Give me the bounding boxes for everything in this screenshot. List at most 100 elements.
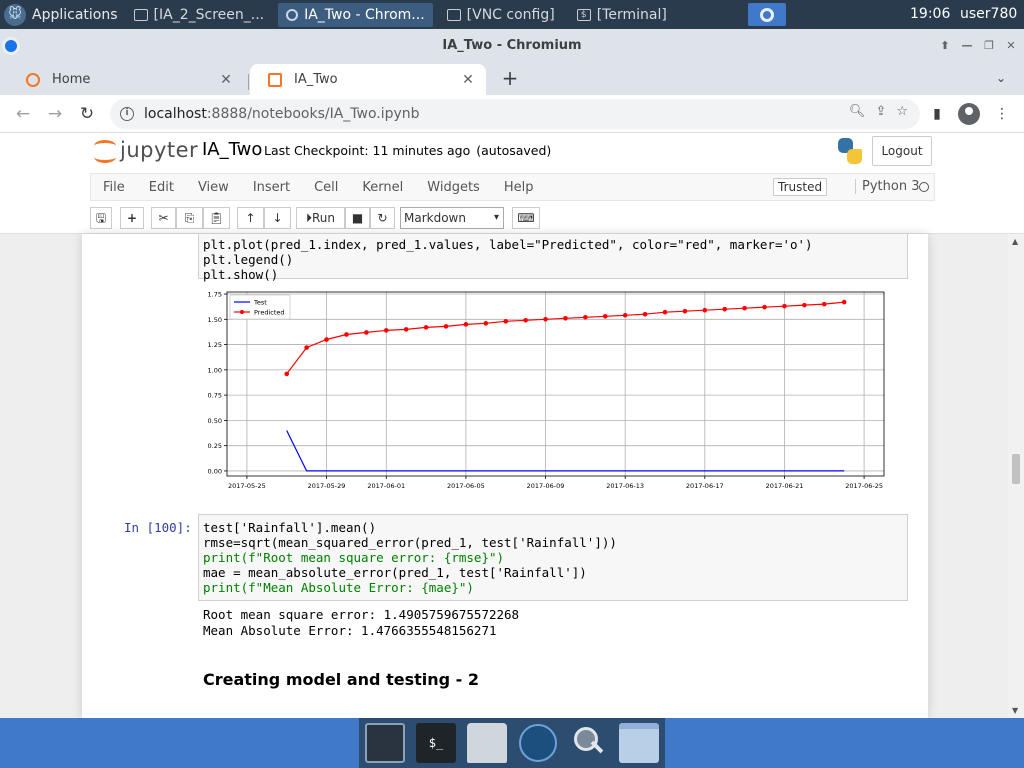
data-point-predicted [443,324,449,329]
kernel-idle-icon [919,182,929,192]
tab-home[interactable]: Home ✕ [8,64,244,95]
cell-type-select[interactable]: Markdown ▾ [400,207,504,229]
menu-view[interactable]: View [197,179,229,195]
move-up-arrow-icon[interactable]: ↑ [237,207,264,229]
restart-icon[interactable]: ↻ [370,207,395,229]
copy-icon[interactable]: ⎘ [176,207,203,229]
back-arrow-icon[interactable]: ← [15,104,31,124]
user-name[interactable]: user780 [960,6,1018,22]
restore-button[interactable]: ❐ [984,39,994,52]
scrollbar-thumb[interactable] [1012,454,1020,484]
markdown-heading: Creating model and testing - 2 [203,670,479,689]
tab-ia-two[interactable]: IA_Two ✕ [250,64,486,95]
interrupt-stop-icon[interactable]: ■ [345,207,370,229]
insert-cell-plus-icon[interactable]: + [120,207,144,229]
keyboard-shortcuts-icon[interactable]: ⌨ [512,207,540,229]
scroll-down-arrow-icon[interactable]: ▼ [1012,706,1019,715]
minimize-button[interactable]: — [961,39,973,52]
x-tick-label: 2017-05-25 [228,482,266,490]
checkpoint-status: Last Checkpoint: 11 minutes ago (autosave… [264,143,551,158]
forward-arrow-icon[interactable]: → [47,104,63,124]
app-finder-magnifier-icon[interactable] [568,723,608,763]
side-panel-icon[interactable]: ▮ [933,106,941,122]
menu-widgets[interactable]: Widgets [427,179,480,195]
address-bar[interactable]: i localhost:8888/notebooks/IA_Two.ipynb … [110,99,920,129]
share-icon[interactable]: ⇪ [875,104,887,119]
code-cell-input[interactable]: plt.plot(pred_1.index, pred_1.values, la… [198,234,908,282]
data-point-predicted [642,311,648,317]
x-tick-label: 2017-06-09 [527,482,565,490]
menu-insert[interactable]: Insert [252,179,291,195]
clock[interactable]: 19:06 [910,6,951,22]
data-point-predicted [841,299,847,305]
web-browser-globe-icon[interactable] [518,724,557,762]
scroll-up-arrow-icon[interactable]: ▲ [1012,237,1019,246]
tab-search-chevron-icon[interactable]: ⌄ [995,71,1006,85]
chromium-launcher-button[interactable] [748,3,786,26]
tab-close-icon[interactable]: ✕ [220,71,232,88]
menu-help[interactable]: Help [503,179,534,195]
cell-prompt: In [100]: [124,520,192,535]
save-icon[interactable]: 🖫 [90,207,112,229]
data-point-predicted [364,330,369,335]
taskbar-item-label: [Terminal] [596,6,667,23]
maximize-up-icon[interactable]: ⬆ [940,39,950,52]
zoom-icon[interactable]: 🔍︎ [848,104,866,119]
data-point-predicted [503,319,509,324]
notebook-toolbar: 🖫 + ✂ ⎘ 📋︎ ↑ ↓ ⏵Run ■ ↻ Markdown ▾ ⌨ [0,201,1024,234]
cut-scissors-icon[interactable]: ✂ [151,207,176,229]
code-line: print(f"Root mean square error: {rmse}") [203,550,504,565]
terminal-launcher-icon[interactable]: $_ [415,723,456,763]
series-line-test [286,430,845,472]
data-point-predicted [802,302,807,308]
jupyter-wordmark: jupyter [120,138,199,162]
menu-kernel[interactable]: Kernel [362,179,404,195]
jupyter-favicon-icon [26,72,40,87]
run-button[interactable]: ⏵Run [296,207,345,229]
checkpoint-text: Last Checkpoint: 11 minutes ago [264,143,471,158]
taskbar-item-chromium[interactable]: IA_Two - Chrom... [278,2,433,27]
x-tick-label: 2017-06-21 [766,482,804,490]
taskbar-item-file-manager[interactable]: [IA_2_Screen_... [126,3,273,27]
home-folder-icon[interactable] [467,723,508,763]
taskbar-item-vnc-config[interactable]: [VNC config] [439,3,563,27]
data-point-predicted [483,321,489,326]
move-down-arrow-icon[interactable]: ↓ [264,207,291,229]
data-point-predicted [662,309,668,315]
taskbar-item-terminal[interactable]: $ [Terminal] [569,3,675,27]
profile-avatar[interactable] [958,103,980,125]
legend-label-test: Test [253,299,267,307]
notebook-favicon-icon [268,72,282,87]
paste-icon[interactable]: 📋︎ [203,207,230,229]
bookmark-star-icon[interactable]: ☆ [896,104,908,119]
code-line: print(f"Mean Absolute Error: {mae}") [203,580,474,595]
site-info-icon[interactable]: i [120,107,134,121]
notebook-name[interactable]: IA_Two [202,139,263,160]
y-tick-label: 0.25 [208,442,222,450]
data-point-predicted [304,345,309,350]
menu-cell[interactable]: Cell [314,179,339,195]
close-window-button[interactable]: ✕ [1006,39,1016,52]
show-desktop-icon[interactable] [364,723,405,763]
code-cell-input[interactable]: test['Rainfall'].mean() rmse=sqrt(mean_s… [198,514,908,601]
kernel-name[interactable]: Python 3 [855,179,919,194]
jupyter-logo[interactable]: jupyter [94,137,198,163]
trusted-badge[interactable]: Trusted [773,178,828,196]
menu-file[interactable]: File [103,179,125,195]
menu-edit[interactable]: Edit [148,179,174,195]
data-point-predicted [742,305,747,311]
file-manager-folder-icon[interactable] [619,723,660,763]
new-tab-button[interactable]: + [501,66,519,90]
tab-label: Home [52,72,91,87]
reload-icon[interactable]: ↻ [79,104,95,124]
tab-close-icon[interactable]: ✕ [462,71,474,88]
logout-button[interactable]: Logout [872,136,932,166]
page-scrollbar[interactable]: ▲ ▼ [1008,234,1024,718]
applications-menu[interactable]: 🐭 Applications [0,0,126,29]
dock-launchers: $_ [359,718,665,768]
y-tick-label: 0.00 [208,467,222,475]
jupyter-orbit-icon [94,137,116,163]
python-logo-icon [838,138,862,164]
kebab-menu-icon[interactable]: ⋮ [995,106,1009,122]
code-text: test['Rainfall'].mean() [203,520,377,535]
